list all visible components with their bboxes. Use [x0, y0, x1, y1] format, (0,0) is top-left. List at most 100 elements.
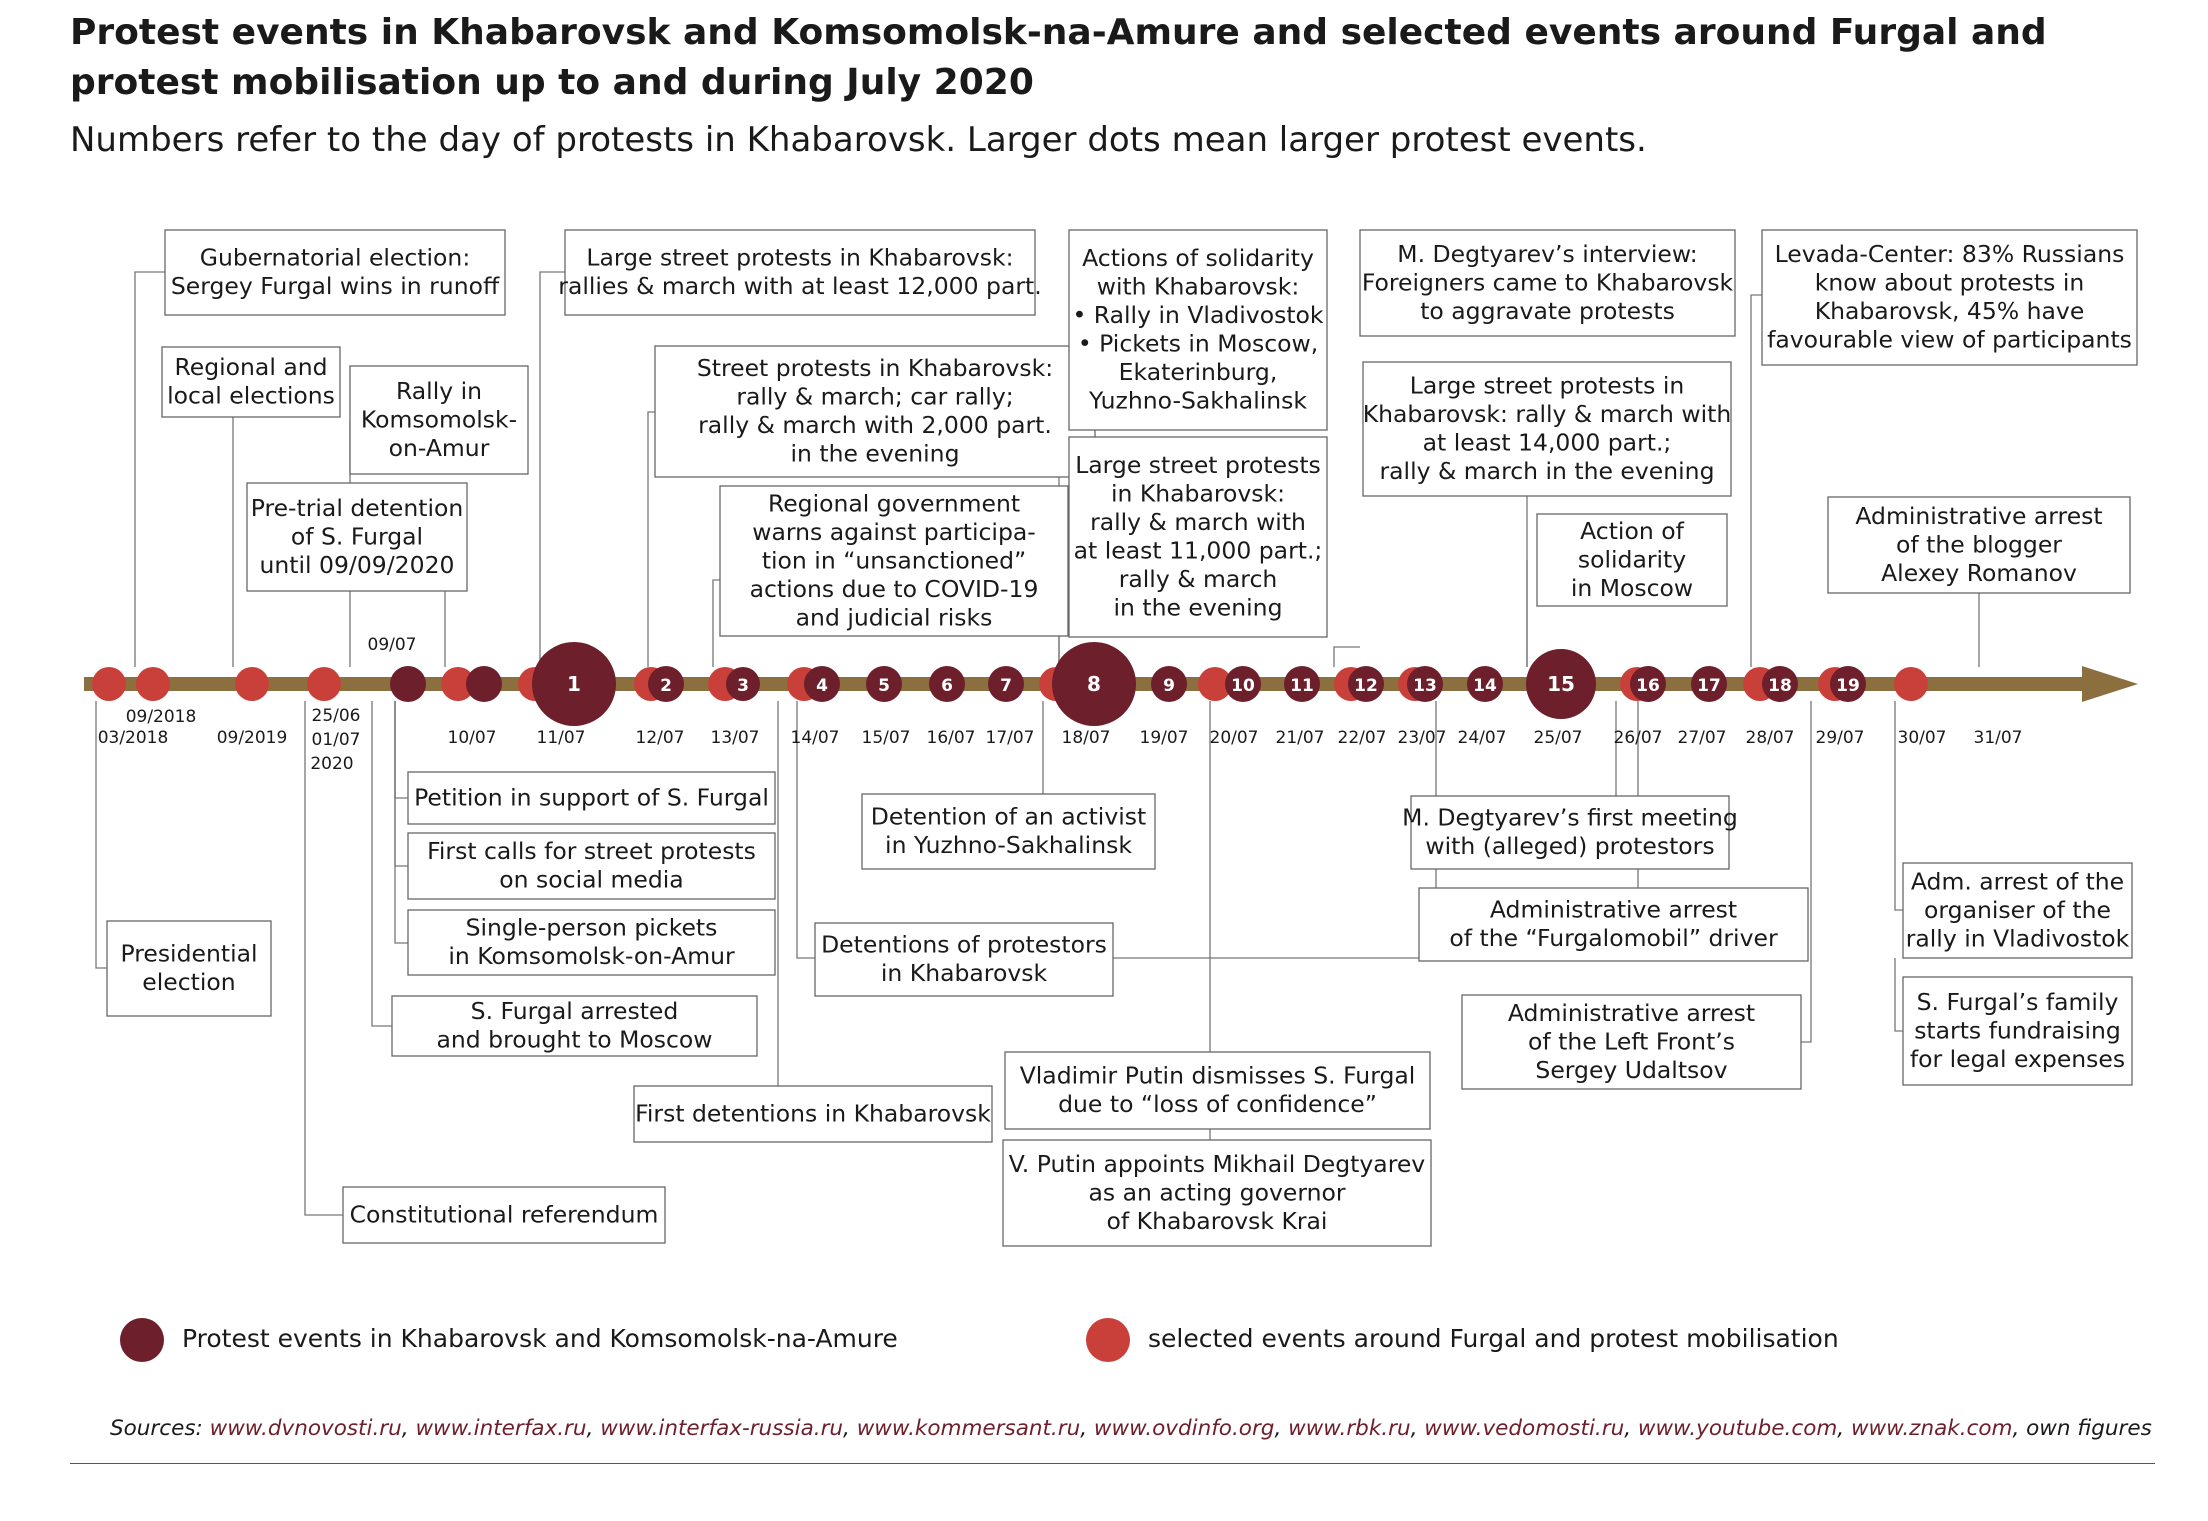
event-box-line: in Komsomolsk-on-Amur [448, 942, 735, 970]
event-box-frame [349, 365, 529, 475]
event-boxes: Gubernatorial election:Sergey Furgal win… [106, 229, 2138, 1247]
protest-day-dot-16 [1630, 666, 1666, 702]
protest-day-number: 2 [660, 676, 672, 696]
event-box-line: Constitutional referendum [350, 1200, 659, 1228]
event-box-line: on social media [499, 866, 683, 894]
event-dots: 1 2 3 4 5 6 7 8 9 10 11 12 13 14 15 16 17 18 19 [92, 642, 1928, 726]
event-box-line: Komsomolsk- [361, 405, 517, 433]
date-label-17-07: 17/07 [986, 728, 1035, 748]
event-box-frame [1902, 862, 2133, 959]
event-box-frame [1004, 1051, 1431, 1130]
source-link-www-interfax-russia-ru[interactable]: www.interfax-russia.ru [600, 1416, 844, 1441]
protest-day-number: 12 [1354, 676, 1378, 696]
event-box-line: Actions of solidarity [1082, 244, 1314, 272]
source-link-www-ovdinfo-org[interactable]: www.ovdinfo.org [1093, 1416, 1275, 1441]
protest-day-dot-2 [648, 666, 684, 702]
protest-day-dot-12 [1348, 666, 1384, 702]
connector [1333, 646, 1360, 667]
event-box-frame [1761, 229, 2138, 366]
event-box-line: of the blogger [1896, 530, 2062, 558]
protest-day-number: 10 [1231, 676, 1255, 696]
event-box-line: V. Putin appoints Mikhail Degtyarev [1009, 1150, 1426, 1178]
selected-event-dot [441, 667, 475, 701]
source-link-www-znak-com[interactable]: www.znak.com [1850, 1416, 2013, 1441]
event-box-line: in Yuzhno-Sakhalinsk [885, 831, 1132, 859]
connector [712, 579, 720, 667]
event-box-line: • Pickets in Moscow, [1078, 330, 1318, 358]
selected-event-dot [136, 667, 170, 701]
source-link-www-interfax-ru[interactable]: www.interfax.ru [415, 1416, 587, 1441]
event-box-line: M. Degtyarev’s interview: [1397, 240, 1697, 268]
event-box-line: Pre-trial detention [251, 494, 464, 522]
chart-title: Protest events in Khabarovsk and Komsomo… [70, 12, 2047, 103]
event-box-line: of the Left Front’s [1528, 1027, 1735, 1055]
event-box-line: Administrative arrest [1508, 999, 1755, 1027]
date-label-11-07: 11/07 [537, 728, 586, 748]
event-box-line: rally & march in the evening [1379, 457, 1714, 485]
event-box-line: Yuzhno-Sakhalinsk [1088, 387, 1307, 415]
event-box-line: Presidential [120, 940, 257, 968]
event-box-frame [342, 1186, 666, 1244]
protest-day-dot-3 [726, 667, 760, 701]
protest-day-dot-7 [988, 666, 1024, 702]
source-link-www-youtube-com[interactable]: www.youtube.com [1637, 1416, 1838, 1441]
event-box-line: to aggravate protests [1420, 297, 1675, 325]
event-box-line: S. Furgal arrested [471, 997, 679, 1025]
date-label-16-07: 16/07 [927, 728, 976, 748]
event-box-line: favourable view of participants [1767, 326, 2132, 354]
event-box-line: Khabarovsk, 45% have [1815, 297, 2085, 325]
event-box-line: rallies & march with at least 12,000 par… [558, 272, 1041, 300]
connector [1801, 701, 1812, 1043]
event-box-line: of Khabarovsk Krai [1107, 1207, 1328, 1235]
protest-day-dot-17 [1691, 666, 1727, 702]
event-box-line: Detentions of protestors [821, 931, 1107, 959]
date-label-27-07: 27/07 [1678, 728, 1727, 748]
bottom-divider [70, 1463, 2155, 1464]
source-link-www-kommersant-ru[interactable]: www.kommersant.ru [856, 1416, 1081, 1441]
event-box-frame [1068, 436, 1328, 638]
date-label-09-2019: 09/2019 [217, 728, 288, 748]
source-link-www-rbk-ru[interactable]: www.rbk.ru [1288, 1416, 1411, 1441]
chart-subtitle: Numbers refer to the day of protests in … [70, 120, 1647, 160]
connector [394, 701, 408, 944]
event-box-line: rally & march with 2,000 part. [698, 411, 1052, 439]
source-link-www-dvnovosti-ru[interactable]: www.dvnovosti.ru [209, 1416, 402, 1441]
event-box-frame [1359, 229, 1736, 337]
event-box-frame [1418, 887, 1809, 962]
date-label-20-07: 20/07 [1210, 728, 1259, 748]
selected-event-dot [235, 667, 269, 701]
event-box-line: Adm. arrest of the [1911, 867, 2124, 895]
event-box-frame [161, 346, 341, 418]
event-box-line: organiser of the [1924, 896, 2111, 924]
event-box-line: Ekaterinburg, [1119, 358, 1278, 386]
connector [1894, 958, 1903, 1032]
protest-day-dot-15 [1526, 649, 1596, 719]
connector [539, 271, 565, 667]
date-label-25-07: 25/07 [1534, 728, 1583, 748]
protest-day-number: 17 [1697, 676, 1721, 696]
event-box-line: rally & march [1119, 565, 1278, 593]
event-box-line: as an acting governor [1088, 1178, 1345, 1206]
event-below-7: First detentions in Khabarovsk [633, 1085, 993, 1143]
event-box-line: at least 14,000 part.; [1423, 429, 1672, 457]
date-label-13-07: 13/07 [711, 728, 760, 748]
event-box-line: in Khabarovsk [881, 959, 1048, 987]
event-box-line: Large street protests in [1410, 372, 1685, 400]
source-link-www-vedomosti-ru[interactable]: www.vedomosti.ru [1424, 1416, 1625, 1441]
date-label-23-07: 23/07 [1398, 728, 1447, 748]
date-label-22-07: 22/07 [1338, 728, 1387, 748]
protest-day-number: 13 [1413, 676, 1437, 696]
selected-event-dot [92, 667, 126, 701]
protest-day-number: 3 [737, 676, 749, 696]
